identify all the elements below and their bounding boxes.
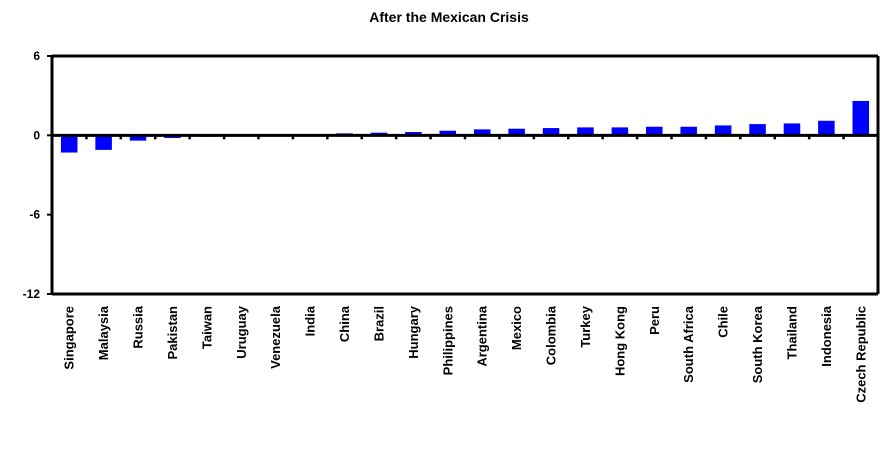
bar-singapore (60, 135, 78, 153)
category-label: Hungary (406, 305, 421, 359)
bar-argentina (473, 129, 491, 136)
bar-south-korea (749, 124, 766, 136)
y-tick-label: 6 (33, 49, 40, 63)
axes-layer (47, 54, 880, 296)
bars-layer (60, 100, 870, 153)
category-label: Argentina (475, 305, 490, 366)
category-label: Uruguay (234, 305, 249, 359)
y-tick-label: -12 (23, 287, 41, 301)
category-label: Thailand (784, 306, 799, 360)
bar-thailand (783, 123, 801, 136)
bar-philippines (439, 130, 457, 136)
labels-layer: 6 0 -6 -12 Singapore Malaysia Russia Pakistan Ta… (23, 49, 869, 403)
y-tick-label: 0 (33, 128, 40, 142)
category-label: India (303, 305, 318, 336)
category-label: Russia (131, 305, 146, 348)
category-label: Pakistan (165, 306, 180, 360)
category-label: South Korea (750, 305, 765, 383)
category-label: Mexico (509, 306, 524, 350)
category-label: Taiwan (199, 306, 214, 349)
category-label: Chile (716, 306, 731, 338)
category-label: Turkey (578, 305, 593, 347)
bar-south-africa (680, 126, 697, 136)
bar-mexico (508, 128, 525, 136)
bar-czech-republic (852, 100, 870, 136)
y-tick-label: -6 (29, 208, 40, 222)
bar-hungary (405, 132, 422, 136)
category-label: Venezuela (268, 305, 283, 369)
category-label: Indonesia (819, 305, 834, 366)
bar-malaysia (95, 135, 112, 150)
category-label: China (337, 305, 352, 342)
chart-title: After the Mexican Crisis (369, 9, 529, 25)
category-label: Brazil (371, 306, 386, 341)
category-label: Malaysia (96, 305, 111, 360)
category-label: Singapore (62, 306, 77, 370)
bar-colombia (542, 128, 560, 136)
category-label: Czech Republic (853, 306, 868, 403)
category-label: Peru (647, 306, 662, 335)
category-label: Hong Kong (612, 306, 627, 376)
bar-russia (129, 135, 147, 141)
category-label: South Africa (681, 305, 696, 383)
bar-peru (646, 126, 663, 136)
bar-hong-kong (611, 127, 629, 136)
bar-indonesia (818, 120, 835, 136)
category-label: Philippines (440, 306, 455, 375)
category-label: Colombia (544, 305, 559, 365)
bar-turkey (577, 127, 594, 136)
bar-chile (714, 125, 732, 136)
